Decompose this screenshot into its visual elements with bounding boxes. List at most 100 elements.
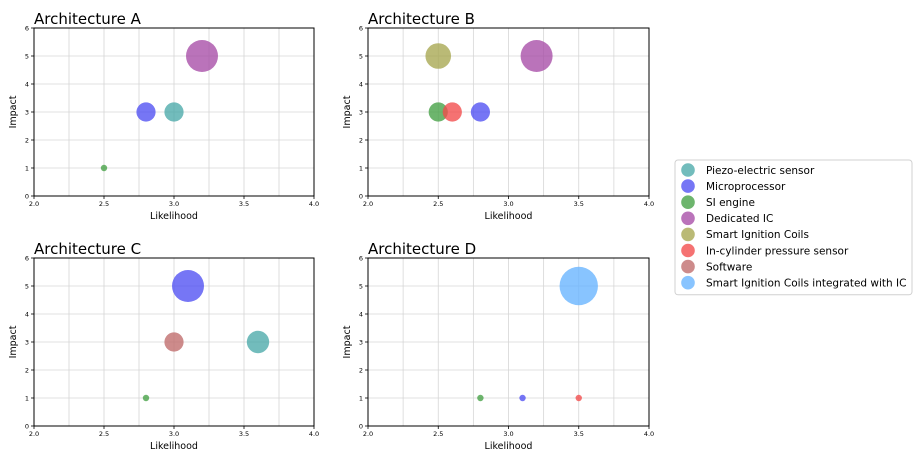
y-tick-label: 2 <box>359 366 363 374</box>
y-tick-label: 2 <box>25 366 29 374</box>
legend-marker <box>681 275 695 290</box>
legend-label: SI engine <box>706 197 755 209</box>
y-tick-label: 5 <box>359 282 363 290</box>
bubble-dedicated-ic <box>520 40 553 72</box>
x-tick-label: 3.5 <box>239 200 249 208</box>
y-tick-label: 3 <box>25 108 29 116</box>
chart-title: Architecture B <box>368 10 475 28</box>
legend-label: Dedicated IC <box>706 213 773 225</box>
y-axis-label: Impact <box>342 325 353 358</box>
bubble-in-cylinder-pressure-sensor <box>575 394 582 402</box>
bubble-dedicated-ic <box>186 40 218 72</box>
x-tick-label: 2.5 <box>99 200 109 208</box>
legend-marker <box>681 259 695 274</box>
legend-item-software: Software <box>681 259 752 274</box>
chart-panel-architecture-d: 2.0 2.5 3.0 3.5 4.0 0 1 2 3 4 5 6 Architecture D Like… <box>342 240 654 452</box>
x-tick-label: 3.5 <box>239 430 249 438</box>
bubble-piezo-electric-sensor <box>164 102 184 122</box>
bubble-microprocessor <box>172 270 204 302</box>
y-tick-label: 6 <box>359 24 363 32</box>
x-tick-label: 2.0 <box>363 430 373 438</box>
legend-label: Microprocessor <box>706 181 786 193</box>
chart-panel-architecture-c: 2.0 2.5 3.0 3.5 4.0 0 1 2 3 4 5 6 Architecture C Like… <box>8 240 319 452</box>
x-tick-label: 2.0 <box>29 200 39 208</box>
y-tick-label: 4 <box>25 310 29 318</box>
y-tick-label: 1 <box>359 394 363 402</box>
x-tick-label: 3.0 <box>503 200 513 208</box>
y-tick-label: 3 <box>25 338 29 346</box>
legend-item-smart-ignition-coils: Smart Ignition Coils <box>681 227 809 242</box>
y-tick-label: 2 <box>25 136 29 144</box>
chart-panels: 2.0 2.5 3.0 3.5 4.0 0 1 2 3 4 5 6 Architecture A Like… <box>8 10 654 452</box>
y-tick-label: 2 <box>359 136 363 144</box>
chart-title: Architecture C <box>34 240 141 258</box>
y-tick-label: 5 <box>25 282 29 290</box>
x-tick-label: 3.5 <box>574 430 584 438</box>
x-axis-label: Likelihood <box>485 211 533 222</box>
chart-title: Architecture D <box>368 240 476 258</box>
bubble-si-engine <box>428 102 448 122</box>
y-axis-label: Impact <box>8 325 19 358</box>
x-tick-label: 3.0 <box>503 430 513 438</box>
legend-item-piezo-electric-sensor: Piezo-electric sensor <box>681 163 815 177</box>
bubble-si-engine <box>100 164 108 172</box>
y-tick-label: 6 <box>25 254 29 262</box>
bubble-microprocessor <box>470 102 490 122</box>
x-tick-label: 4.0 <box>309 430 319 438</box>
legend-item-microprocessor: Microprocessor <box>681 179 786 193</box>
legend-marker <box>681 195 695 209</box>
x-axis-label: Likelihood <box>485 441 533 452</box>
y-axis-label: Impact <box>8 95 19 128</box>
x-tick-label: 2.5 <box>433 430 443 438</box>
bubble-si-engine <box>477 394 484 402</box>
y-tick-label: 4 <box>359 80 363 88</box>
bubble-microprocessor <box>136 102 156 122</box>
legend-marker <box>681 243 695 258</box>
x-tick-label: 4.0 <box>644 200 654 208</box>
y-tick-label: 3 <box>359 338 363 346</box>
legend: Piezo-electric sensor Microprocessor SI en… <box>674 159 913 296</box>
bubble-software <box>164 332 184 352</box>
x-tick-label: 2.5 <box>433 200 443 208</box>
x-tick-label: 2.0 <box>29 430 39 438</box>
y-tick-label: 1 <box>359 164 363 172</box>
legend-label: Piezo-electric sensor <box>706 165 815 177</box>
y-tick-label: 4 <box>359 310 363 318</box>
bubble-si-engine <box>142 394 150 402</box>
x-tick-label: 2.0 <box>363 200 373 208</box>
x-tick-label: 4.0 <box>644 430 654 438</box>
legend-label: Smart Ignition Coils integrated with IC <box>706 278 906 290</box>
chart-panel-architecture-a: 2.0 2.5 3.0 3.5 4.0 0 1 2 3 4 5 6 Architecture A Like… <box>8 10 319 222</box>
legend-marker <box>681 163 695 177</box>
bubble-in-cylinder-pressure-sensor <box>442 102 462 122</box>
x-tick-label: 3.0 <box>169 430 179 438</box>
legend-item-smart-ignition-coils-integrated-with-ic: Smart Ignition Coils integrated with IC <box>681 275 906 290</box>
y-tick-label: 0 <box>25 422 29 430</box>
legend-label: Smart Ignition Coils <box>706 229 809 241</box>
x-tick-label: 2.5 <box>99 430 109 438</box>
legend-marker <box>681 211 695 226</box>
y-tick-label: 0 <box>359 192 363 200</box>
legend-label: Software <box>706 261 752 273</box>
y-tick-label: 5 <box>359 52 363 60</box>
y-tick-label: 3 <box>359 108 363 116</box>
chart-panel-architecture-b: 2.0 2.5 3.0 3.5 4.0 0 1 2 3 4 5 6 Architecture B Like… <box>342 10 654 222</box>
y-tick-label: 5 <box>25 52 29 60</box>
y-tick-label: 6 <box>25 24 29 32</box>
y-tick-label: 0 <box>25 192 29 200</box>
y-tick-label: 4 <box>25 80 29 88</box>
y-tick-label: 0 <box>359 422 363 430</box>
bubble-smart-ignition-coils <box>425 43 452 69</box>
x-tick-label: 3.0 <box>169 200 179 208</box>
bubble-microprocessor <box>519 394 526 402</box>
x-tick-label: 3.5 <box>574 200 584 208</box>
legend-label: In-cylinder pressure sensor <box>706 245 849 257</box>
legend-marker <box>681 227 695 242</box>
legend-item-dedicated-ic: Dedicated IC <box>681 211 773 226</box>
bubble-smart-ignition-coils-integrated-with-ic <box>559 266 598 306</box>
legend-item-in-cylinder-pressure-sensor: In-cylinder pressure sensor <box>681 243 849 258</box>
y-tick-label: 1 <box>25 394 29 402</box>
legend-item-si-engine: SI engine <box>681 195 755 209</box>
bubble-piezo-electric-sensor <box>246 330 270 354</box>
